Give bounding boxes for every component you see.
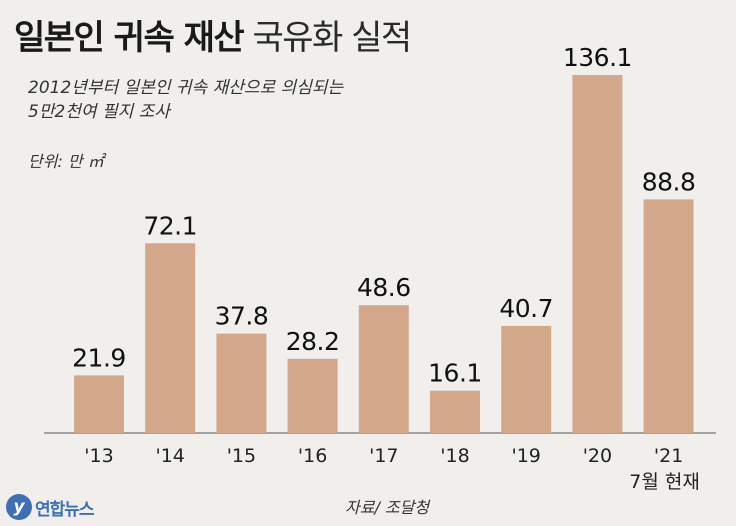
x-tick-label-5: '18 [440,445,469,467]
bar-5 [430,390,480,433]
x-tick-label-8: '21 [654,445,683,467]
x-tick-label-2: '15 [227,445,256,467]
value-label-1: 72.1 [143,211,197,240]
x-tick-label-7: '20 [583,445,612,467]
subtitle-line-2: 5만2천여 필지 조사 [28,102,170,122]
logo-text: 연합뉴스 [35,499,95,520]
bar-7 [572,75,623,433]
bar-6 [501,325,552,433]
subtitle-line-1: 2012년부터 일본인 귀속 재산으로 의심되는 [28,78,344,98]
value-label-6: 40.7 [499,294,553,323]
x-tick-label-0: '13 [84,445,113,467]
subtitle: 2012년부터 일본인 귀속 재산으로 의심되는 5만2천여 필지 조사 [28,76,343,124]
unit-label: 단위: 만 ㎡ [28,152,104,171]
x-tick-label-4: '17 [369,445,398,467]
logo: y 연합뉴스 [6,493,95,521]
x-tick-label-6: '19 [511,445,540,467]
bar-3 [287,358,338,433]
value-label-4: 48.6 [357,273,411,302]
bar-4 [358,305,409,433]
value-label-7: 136.1 [563,43,632,72]
value-label-0: 21.9 [72,343,126,372]
yonhap-logo-icon: y [6,494,32,520]
title-light: 국유화 실적 [252,18,412,58]
value-label-3: 28.2 [286,327,340,356]
value-label-8: 88.8 [642,167,696,196]
bar-8 [643,199,694,433]
source-label: 자료/ 조달청 [345,498,430,517]
x-tick-label-1: '14 [155,445,184,467]
bar-2 [216,333,267,433]
page-title: 일본인 귀속 재산 국유화 실적 [14,10,412,59]
bar-0 [74,375,124,433]
bar-1 [145,243,196,433]
x-tick-label-3: '16 [298,445,327,467]
value-label-5: 16.1 [428,359,482,388]
last-category-note: 7월 현재 [629,471,700,493]
value-label-2: 37.8 [215,302,269,331]
title-bold: 일본인 귀속 재산 [14,18,245,58]
